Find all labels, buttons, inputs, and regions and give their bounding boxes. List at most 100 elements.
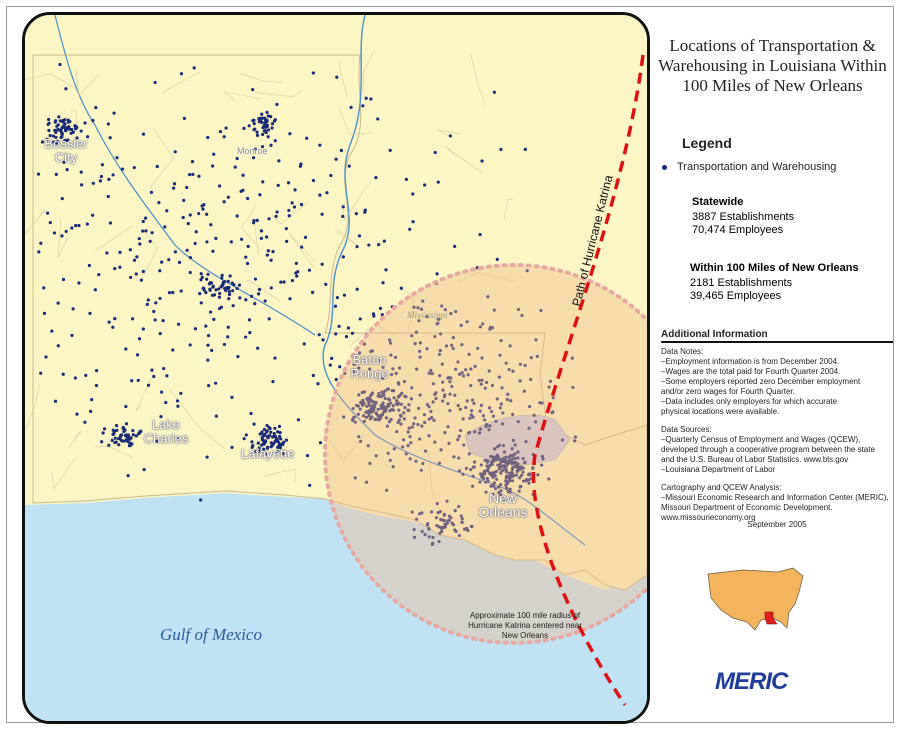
establishment-dot (205, 455, 209, 459)
establishment-dot (490, 383, 495, 388)
establishment-dot (113, 441, 117, 445)
establishment-dot (235, 156, 239, 161)
establishment-dot (94, 105, 98, 110)
establishment-dot (273, 139, 277, 143)
establishment-dot (404, 177, 408, 181)
establishment-dot (250, 445, 254, 449)
establishment-dot (387, 420, 392, 424)
establishment-dot (359, 439, 363, 443)
establishment-dot (251, 221, 256, 225)
establishment-dot (523, 363, 527, 368)
establishment-dot (162, 366, 166, 371)
establishment-dot (60, 133, 64, 137)
establishment-dot (60, 234, 64, 238)
establishment-dot (434, 391, 438, 395)
establishment-dot (356, 412, 360, 416)
statewide-stats: Statewide 3887 Establishments 70,474 Emp… (692, 196, 794, 237)
establishment-dot (436, 321, 440, 325)
establishment-dot (495, 257, 499, 261)
establishment-dot (198, 292, 202, 296)
establishment-dot (400, 391, 404, 395)
establishment-dot (171, 186, 176, 190)
establishment-dot (471, 415, 475, 419)
establishment-dot (113, 266, 117, 271)
establishment-dot (431, 382, 436, 386)
parish-boundaries (25, 51, 515, 513)
establishment-dot (357, 393, 361, 397)
establishment-dot (262, 447, 266, 451)
establishment-dot (63, 128, 68, 132)
parish-boundary (341, 180, 372, 221)
establishment-dot (473, 430, 477, 434)
establishment-dot (491, 484, 496, 488)
establishment-dot (456, 403, 460, 408)
establishment-dot (335, 75, 339, 79)
establishment-dot (214, 288, 218, 292)
city-label-bossier-city: Bossier City (44, 136, 88, 165)
establishment-dot (257, 119, 261, 124)
establishment-dot (333, 304, 338, 308)
establishment-dot (153, 80, 157, 85)
establishment-dot (361, 104, 365, 108)
establishment-dot (175, 399, 180, 403)
establishment-dot (267, 317, 271, 321)
establishment-dot (249, 411, 253, 416)
establishment-dot (344, 335, 349, 339)
establishment-dot (478, 472, 483, 476)
establishment-dot (434, 396, 438, 401)
establishment-dot (87, 263, 92, 268)
establishment-dot (265, 423, 269, 428)
establishment-dot (396, 402, 400, 407)
establishment-dot (298, 164, 303, 168)
establishment-dot (495, 397, 499, 401)
establishment-dot (504, 470, 508, 474)
establishment-dots (36, 62, 578, 546)
establishment-dot (48, 133, 52, 138)
establishment-dot (507, 455, 511, 459)
establishment-dot (61, 277, 66, 282)
establishment-dot (150, 368, 154, 372)
establishment-dot (406, 443, 410, 448)
gulf-label: Gulf of Mexico (160, 625, 262, 644)
establishment-dot (79, 170, 83, 174)
establishment-dot (212, 293, 217, 297)
establishment-dot (61, 372, 65, 376)
establishment-dot (511, 438, 515, 442)
establishment-dot (214, 414, 218, 418)
establishment-dot (65, 168, 69, 172)
establishment-dot (479, 463, 483, 467)
establishment-dot (255, 130, 259, 134)
establishment-dot (418, 437, 422, 441)
establishment-dot (516, 456, 520, 460)
establishment-dot (425, 523, 429, 527)
establishment-dot (347, 164, 351, 168)
establishment-dot (355, 245, 359, 249)
establishment-dot (171, 290, 175, 295)
establishment-dot (509, 460, 513, 464)
establishment-dot (212, 317, 216, 321)
establishment-dot (192, 66, 196, 70)
establishment-dot (75, 136, 79, 140)
establishment-dot (462, 527, 467, 531)
establishment-dot (284, 227, 288, 231)
establishment-dot (438, 348, 442, 353)
parish-boundary (428, 453, 441, 513)
establishment-dot (64, 87, 68, 91)
map-frame[interactable]: Path of Hurricane Katrina Mississippi Gu… (22, 12, 650, 724)
establishment-dot (518, 379, 522, 383)
establishment-dot (378, 416, 383, 420)
establishment-dot (510, 457, 514, 461)
establishment-dot (483, 418, 487, 422)
establishment-dot (257, 446, 261, 450)
establishment-dot (179, 391, 183, 395)
establishment-dot (77, 281, 81, 285)
establishment-dot (290, 278, 295, 283)
establishment-dot (199, 498, 203, 502)
radius-note: Approximate 100 mile radius of Hurricane… (468, 611, 582, 640)
establishment-dot (499, 338, 503, 343)
establishment-dot (311, 71, 315, 75)
establishment-dot (288, 132, 292, 136)
establishment-dot (275, 437, 279, 441)
establishment-dot (505, 482, 509, 486)
establishment-dot (449, 376, 453, 380)
